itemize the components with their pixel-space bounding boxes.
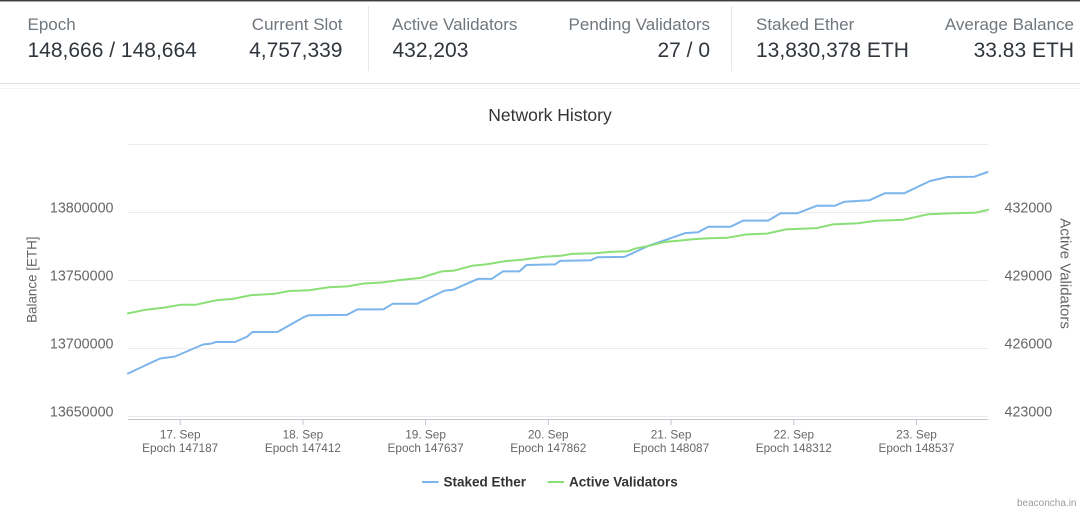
- svg-text:Balance [ETH]: Balance [ETH]: [25, 237, 40, 323]
- svg-text:Pending Validators: Pending Validators: [569, 15, 710, 34]
- svg-text:Staked Ether: Staked Ether: [756, 15, 855, 34]
- svg-text:Current Slot: Current Slot: [252, 15, 343, 34]
- svg-text:432,203: 432,203: [393, 39, 469, 62]
- svg-text:13700000: 13700000: [50, 337, 114, 353]
- svg-text:27 / 0: 27 / 0: [657, 39, 710, 62]
- svg-text:13,830,378 ETH: 13,830,378 ETH: [756, 39, 909, 62]
- svg-text:423000: 423000: [1005, 405, 1053, 421]
- svg-text:13750000: 13750000: [50, 269, 114, 285]
- svg-text:20. Sep: 20. Sep: [528, 428, 569, 442]
- svg-text:Epoch 147862: Epoch 147862: [510, 441, 586, 455]
- svg-text:429000: 429000: [1005, 269, 1053, 285]
- svg-text:4,757,339: 4,757,339: [249, 39, 342, 62]
- svg-text:Staked Ether: Staked Ether: [444, 474, 527, 489]
- svg-text:Average Balance: Average Balance: [945, 15, 1074, 34]
- svg-text:Active Validators: Active Validators: [1057, 218, 1074, 329]
- svg-text:426000: 426000: [1005, 337, 1053, 353]
- svg-text:Epoch 148312: Epoch 148312: [756, 441, 832, 455]
- svg-text:23. Sep: 23. Sep: [896, 428, 937, 442]
- svg-text:19. Sep: 19. Sep: [405, 428, 446, 442]
- svg-text:Epoch 147187: Epoch 147187: [142, 441, 218, 455]
- svg-text:13650000: 13650000: [50, 405, 114, 421]
- svg-text:17. Sep: 17. Sep: [160, 428, 201, 442]
- svg-text:13800000: 13800000: [50, 201, 114, 217]
- svg-text:21. Sep: 21. Sep: [651, 428, 692, 442]
- svg-text:Epoch 148087: Epoch 148087: [633, 441, 709, 455]
- svg-text:Epoch: Epoch: [28, 15, 76, 34]
- svg-text:18. Sep: 18. Sep: [283, 428, 324, 442]
- svg-text:33.83 ETH: 33.83 ETH: [974, 39, 1074, 62]
- svg-text:Epoch 147637: Epoch 147637: [388, 441, 464, 455]
- svg-text:Epoch 147412: Epoch 147412: [265, 441, 341, 455]
- svg-text:Active Validators: Active Validators: [569, 474, 678, 489]
- svg-text:148,666 / 148,664: 148,666 / 148,664: [28, 39, 198, 62]
- svg-text:Active Validators: Active Validators: [392, 15, 517, 34]
- svg-text:beaconcha.in: beaconcha.in: [1017, 498, 1077, 509]
- svg-text:432000: 432000: [1005, 201, 1053, 217]
- svg-text:Epoch 148537: Epoch 148537: [878, 441, 954, 455]
- svg-text:Network History: Network History: [488, 105, 612, 125]
- svg-text:22. Sep: 22. Sep: [773, 428, 814, 442]
